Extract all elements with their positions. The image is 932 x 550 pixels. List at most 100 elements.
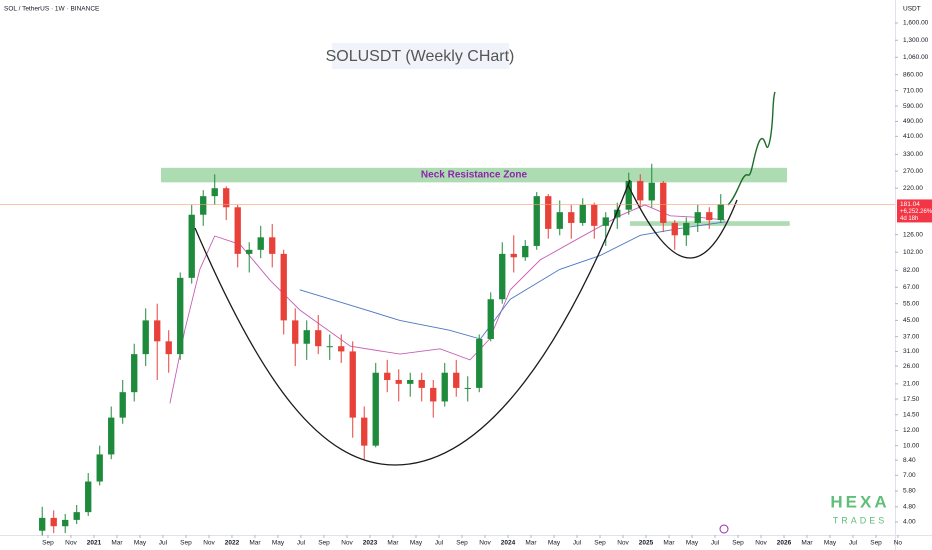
candle-body (694, 212, 701, 223)
y-tick-label: 4.80 (903, 503, 916, 510)
candle-body (453, 372, 460, 388)
candle-body (591, 204, 598, 226)
y-tick-label: 1,600.00 (903, 20, 929, 27)
y-tick-label: 1,060.00 (903, 54, 929, 61)
event-marker[interactable] (719, 524, 729, 534)
candle-body (211, 188, 218, 197)
candle-body (464, 387, 471, 389)
symbol-label: SOL / TetherUS · 1W · BINANCE (4, 6, 100, 13)
candle-body (499, 253, 506, 300)
candle-body (154, 320, 161, 342)
cup-curve (194, 179, 631, 466)
y-tick-label: 67.00 (903, 284, 920, 291)
candle-body (510, 253, 517, 258)
candle-body (614, 209, 621, 218)
candle-body (338, 346, 345, 352)
y-tick-label: 82.00 (903, 267, 920, 274)
axes: 1,600.00 1,300.00 1,060.00 860.00 710.00 590.… (0, 20, 932, 547)
y-tick-label: 7.00 (903, 472, 916, 479)
candle-body (269, 237, 276, 254)
candle-body (131, 354, 138, 393)
candle-body (142, 320, 149, 355)
x-tick-label: Nov (617, 540, 629, 547)
candle-body (292, 320, 299, 344)
candle-body (671, 222, 678, 236)
x-tick-label: 2024 (501, 540, 516, 547)
candle-body (487, 299, 494, 339)
x-tick-label: Nov (479, 540, 491, 547)
y-tick-label: 270.00 (903, 168, 923, 175)
x-tick-label: May (134, 540, 147, 547)
candle-body (188, 214, 195, 278)
candle-body (430, 387, 437, 402)
candle-body (119, 392, 126, 418)
last-price-label: 181.04 (900, 201, 920, 208)
x-tick-label: Sep (180, 540, 192, 547)
y-tick-label: 330.00 (903, 151, 923, 158)
y-tick-label: 14.50 (903, 411, 920, 418)
candle-body (108, 417, 115, 455)
candle-body (349, 351, 356, 418)
x-tick-label: May (548, 540, 561, 547)
candle-body (246, 249, 253, 254)
currency-label: USDT (903, 6, 921, 13)
y-tick-label: 5.80 (903, 488, 916, 495)
candle-body (200, 196, 207, 215)
x-tick-label: Sep (594, 540, 606, 547)
candle-body (637, 180, 644, 201)
x-tick-label: Sep (42, 540, 54, 547)
y-tick-label: 126.00 (903, 231, 923, 238)
y-tick-label: 12.00 (903, 427, 920, 434)
countdown-label: 4d 18h (900, 216, 918, 222)
candle-body (418, 379, 425, 388)
y-tick-label: 4.00 (903, 519, 916, 526)
y-tick-label: 1,300.00 (903, 37, 929, 44)
candle-body (717, 204, 724, 221)
candle-body (476, 338, 483, 388)
y-tick-label: 31.00 (903, 348, 920, 355)
candle-body (257, 237, 264, 250)
y-tick-label: 55.00 (903, 300, 920, 307)
candle-body (660, 182, 667, 223)
candle-body (303, 330, 310, 344)
x-tick-label: May (272, 540, 285, 547)
y-tick-label: 710.00 (903, 87, 923, 94)
logo-bottom: TRADES (833, 515, 888, 525)
last-price-box (897, 199, 932, 223)
y-tick-label: 410.00 (903, 133, 923, 140)
candle-body (165, 341, 172, 355)
candle-body (280, 253, 287, 321)
x-tick-label: Nov (341, 540, 353, 547)
zone-label: Neck Resistance Zone (421, 170, 528, 181)
x-tick-label: May (824, 540, 837, 547)
y-tick-label: 37.00 (903, 333, 920, 340)
candle-body (85, 481, 92, 513)
x-tick-label: No (894, 540, 903, 547)
candle-body (326, 346, 333, 348)
x-tick-label: Mar (111, 540, 123, 547)
title-box (332, 43, 509, 69)
candle-body (441, 372, 448, 402)
chart-title: SOLUSDT (Weekly CHart) (326, 48, 515, 65)
change-label: +6,252.26% (900, 209, 932, 215)
candle-body (50, 517, 57, 527)
candle-body (522, 245, 529, 258)
x-tick-label: 2025 (639, 540, 654, 547)
x-tick-label: Mar (249, 540, 261, 547)
x-tick-label: Jul (159, 540, 168, 547)
x-tick-label: May (686, 540, 699, 547)
candle-body (177, 277, 184, 355)
x-tick-label: Jul (711, 540, 720, 547)
y-tick-label: 860.00 (903, 71, 923, 78)
x-tick-label: Jul (849, 540, 858, 547)
x-tick-label: Sep (318, 540, 330, 547)
candle-body (73, 512, 80, 520)
y-tick-label: 490.00 (903, 118, 923, 125)
candle-body (683, 222, 690, 236)
zone (161, 167, 788, 183)
x-tick-label: Sep (870, 540, 882, 547)
moving-average (299, 221, 726, 340)
y-tick-label: 590.00 (903, 103, 923, 110)
x-tick-label: Mar (387, 540, 399, 547)
